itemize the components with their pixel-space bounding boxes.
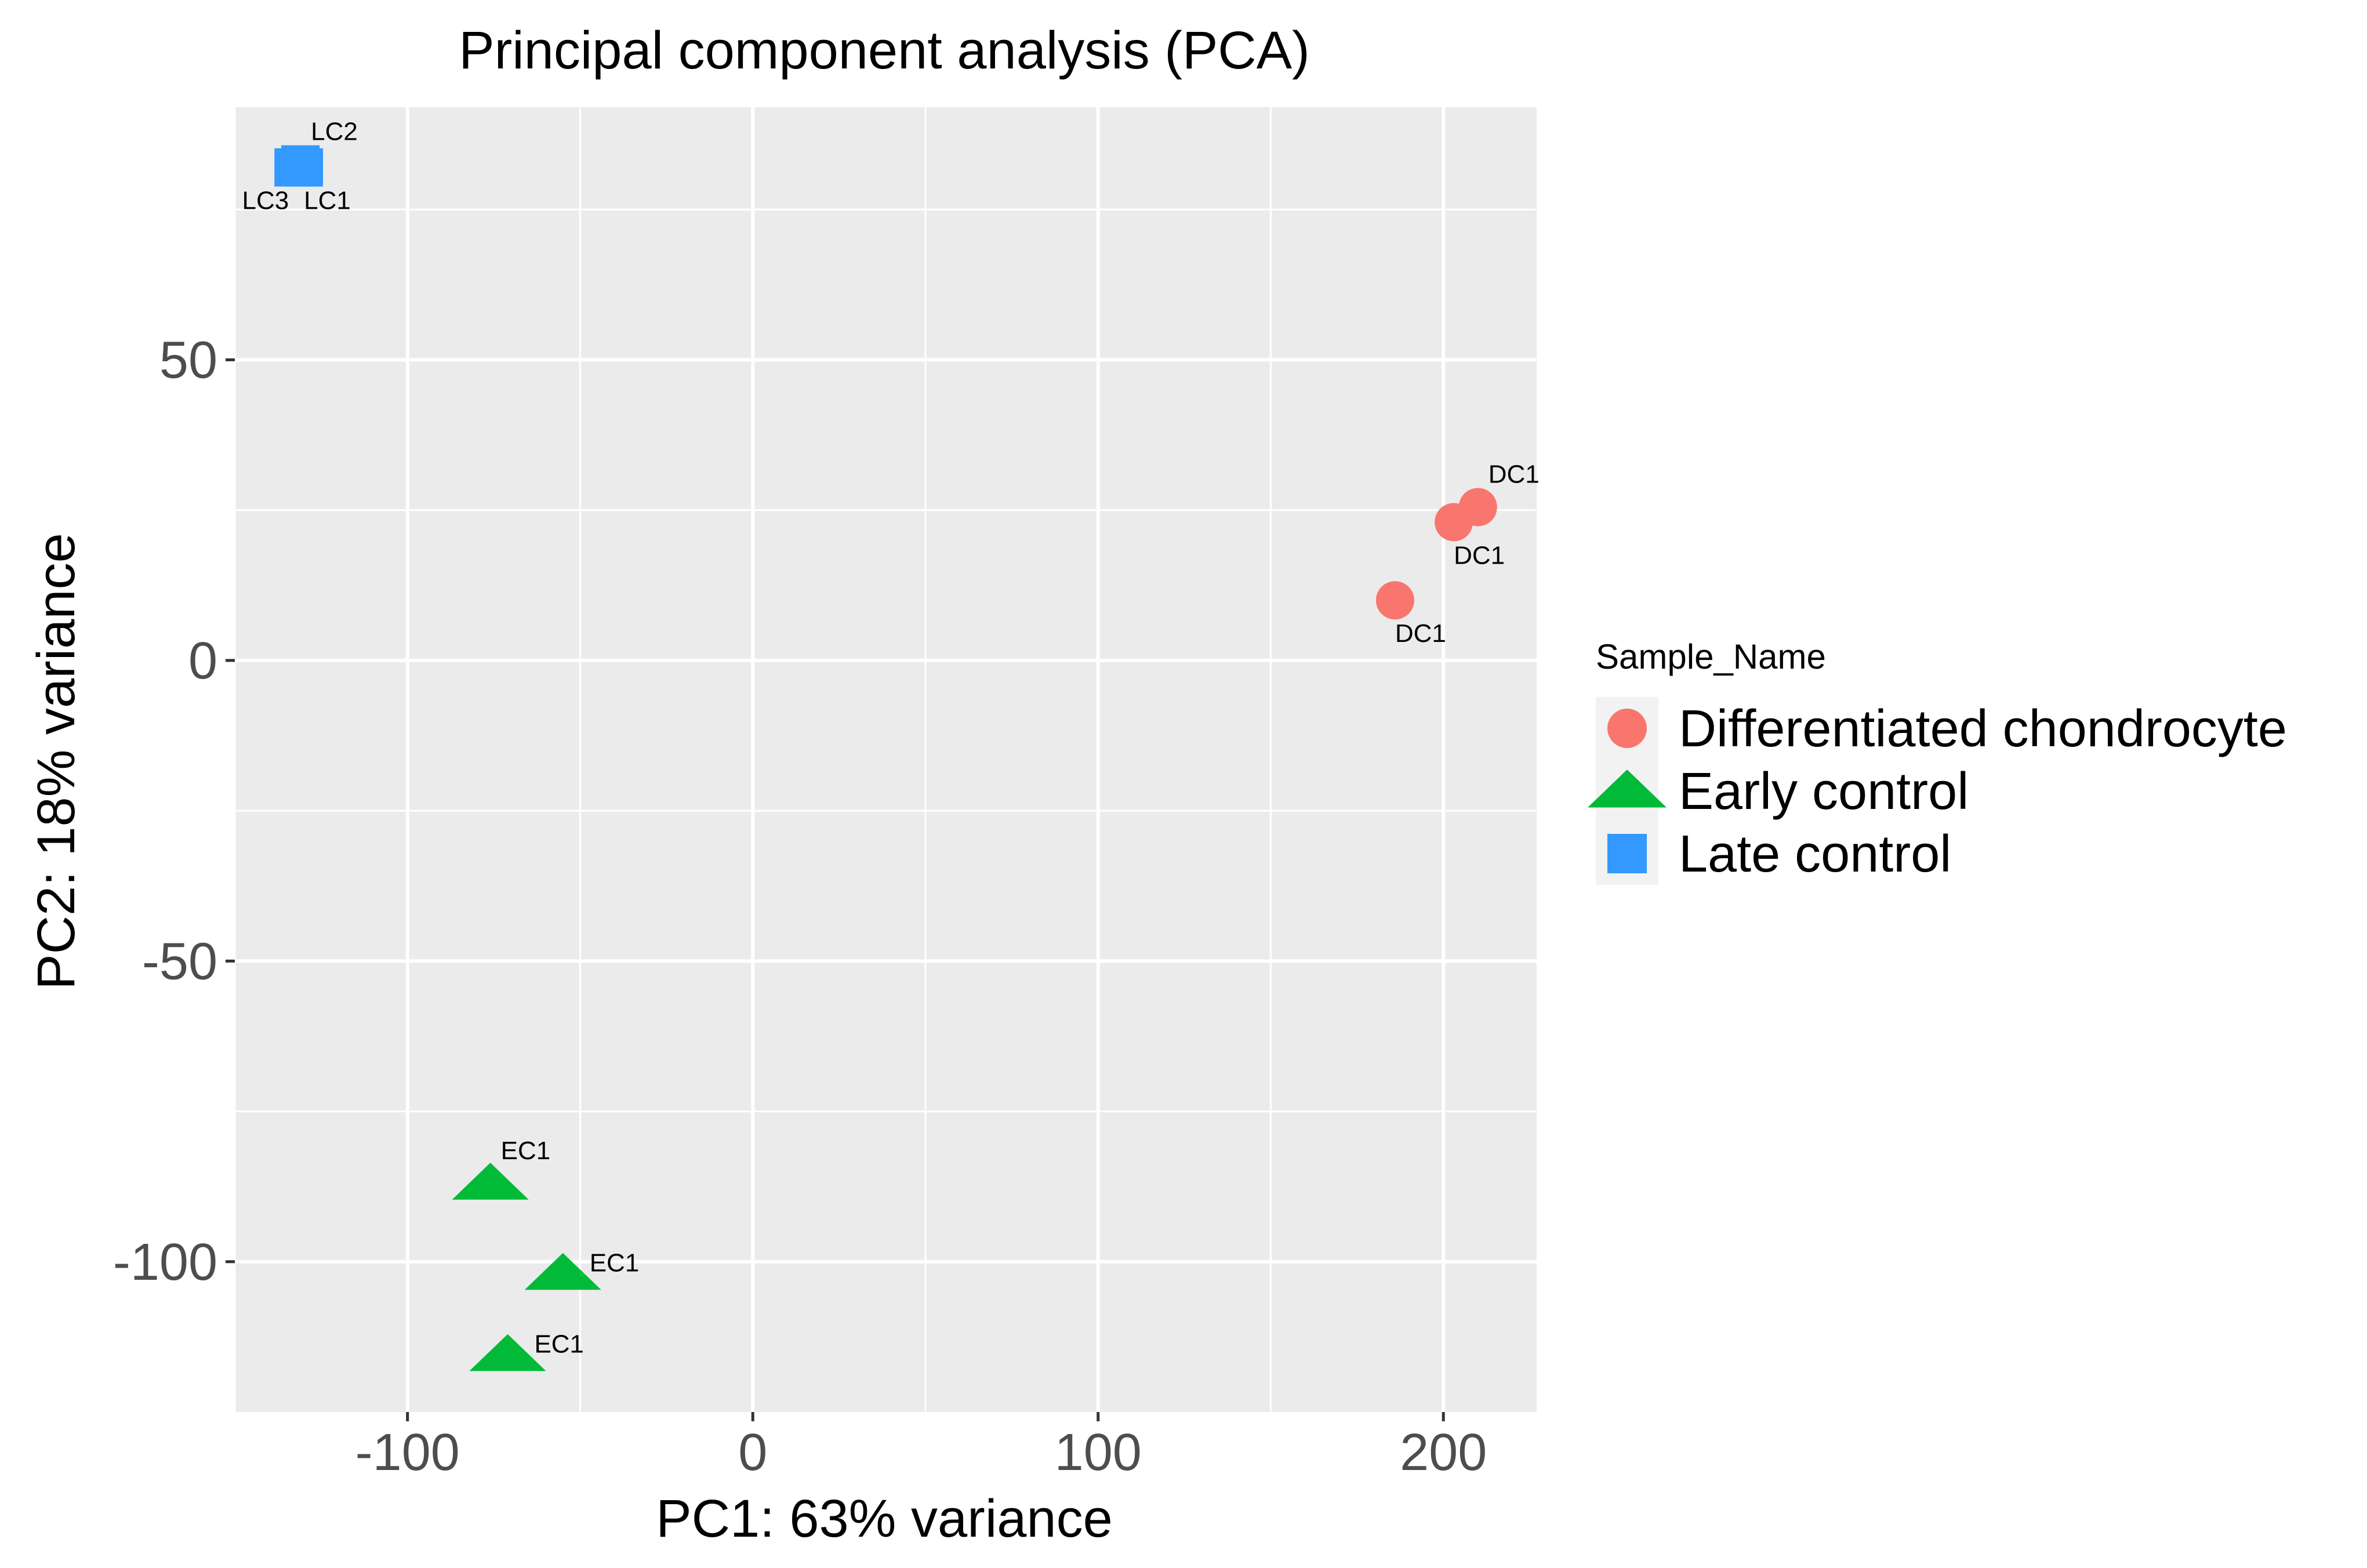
x-tick-label: 0 [738, 1424, 767, 1482]
legend-key-square [1607, 834, 1647, 873]
point-label: EC1 [501, 1137, 551, 1165]
data-point [274, 148, 313, 187]
point-label: DC1 [1395, 619, 1446, 648]
point-label: EC1 [534, 1330, 584, 1358]
y-tick-label: 50 [159, 331, 217, 389]
data-point [469, 1334, 546, 1371]
chart-title: Principal component analysis (PCA) [459, 21, 1310, 80]
data-point [452, 1163, 529, 1200]
x-axis-title: PC1: 63% variance [656, 1489, 1113, 1548]
y-axis-title: PC2: 18% variance [27, 533, 86, 990]
point-label: LC1 [304, 187, 351, 215]
legend-label: Late control [1679, 825, 1951, 883]
legend-title: Sample_Name [1596, 637, 1826, 676]
point-label: DC1 [1489, 460, 1540, 489]
x-tick-label: 200 [1400, 1424, 1487, 1482]
data-point [524, 1253, 601, 1290]
point-label: LC2 [311, 118, 358, 146]
y-tick-label: -100 [113, 1233, 217, 1291]
series-early-control: EC1 EC1 EC1 [452, 1137, 640, 1371]
legend-label: Differentiated chondrocyte [1679, 700, 2287, 758]
legend-label: Early control [1679, 763, 1969, 821]
data-point [1375, 581, 1414, 620]
series-differentiated-chondrocyte: DC1 DC1 DC1 [1375, 460, 1540, 648]
data-point [1435, 503, 1473, 542]
legend-key-circle [1607, 709, 1647, 748]
point-label: LC3 [242, 187, 289, 215]
y-tick-label: -50 [142, 932, 217, 990]
legend-key-triangle [1588, 770, 1667, 808]
point-label: EC1 [590, 1249, 640, 1277]
plot-background [235, 107, 1537, 1412]
x-tick-label: 100 [1055, 1424, 1142, 1482]
legend: Sample_Name Differentiated chondrocyteEar… [1588, 637, 2287, 885]
plot-area: -100 0 100 200 -100 -50 0 50 DC1 DC1 DC1 EC1 EC1 EC1 L… [113, 107, 1540, 1482]
y-tick-label: 0 [188, 632, 217, 690]
point-label: DC1 [1454, 541, 1505, 569]
x-tick-label: -100 [355, 1424, 460, 1482]
series-late-control: LC2 LC1 LC3 [242, 118, 358, 215]
